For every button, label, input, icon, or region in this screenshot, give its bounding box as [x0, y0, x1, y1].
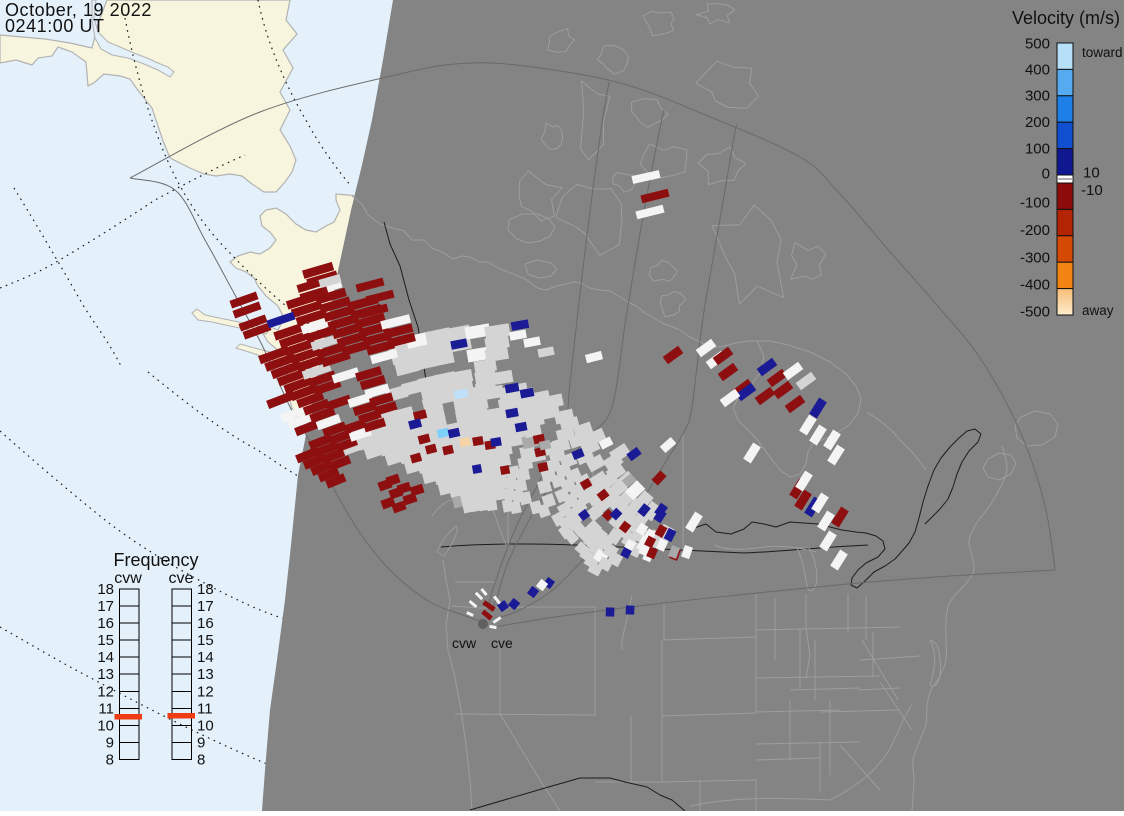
svg-text:toward: toward — [1082, 45, 1123, 60]
svg-text:18: 18 — [197, 581, 214, 598]
svg-text:10: 10 — [97, 717, 114, 734]
svg-text:500: 500 — [1025, 36, 1050, 53]
svg-text:17: 17 — [97, 598, 114, 615]
svg-text:away: away — [1082, 303, 1114, 318]
svg-text:100: 100 — [1025, 141, 1050, 158]
svg-text:10: 10 — [1083, 165, 1100, 182]
svg-text:18: 18 — [97, 581, 114, 598]
svg-text:cve: cve — [491, 635, 513, 651]
svg-text:15: 15 — [197, 632, 214, 649]
svg-text:11: 11 — [98, 700, 114, 717]
svg-text:-300: -300 — [1020, 250, 1050, 267]
svg-text:12: 12 — [97, 683, 114, 700]
svg-text:11: 11 — [197, 700, 213, 717]
svg-text:16: 16 — [197, 615, 214, 632]
svg-text:9: 9 — [106, 735, 114, 752]
svg-text:17: 17 — [197, 598, 214, 615]
svg-text:cvw: cvw — [452, 635, 477, 651]
svg-text:200: 200 — [1025, 114, 1050, 131]
svg-text:300: 300 — [1025, 88, 1050, 105]
svg-text:10: 10 — [197, 717, 214, 734]
svg-text:cve: cve — [169, 570, 194, 587]
svg-text:-10: -10 — [1081, 182, 1103, 199]
svg-text:14: 14 — [97, 649, 114, 666]
svg-text:8: 8 — [197, 752, 205, 769]
svg-text:0: 0 — [1042, 166, 1050, 183]
svg-text:Frequency: Frequency — [113, 550, 198, 570]
svg-text:13: 13 — [97, 666, 114, 683]
svg-text:cvw: cvw — [114, 570, 142, 587]
svg-text:16: 16 — [97, 615, 114, 632]
svg-text:Velocity (m/s): Velocity (m/s) — [1012, 8, 1120, 28]
svg-text:400: 400 — [1025, 62, 1050, 79]
svg-text:-100: -100 — [1020, 195, 1050, 212]
svg-text:October, 19 2022: October, 19 2022 — [5, 0, 152, 20]
svg-text:8: 8 — [106, 752, 114, 769]
svg-text:-500: -500 — [1020, 304, 1050, 321]
svg-text:-400: -400 — [1020, 277, 1050, 294]
svg-text:13: 13 — [197, 666, 214, 683]
svg-text:-200: -200 — [1020, 222, 1050, 239]
svg-text:15: 15 — [97, 632, 114, 649]
svg-text:12: 12 — [197, 683, 214, 700]
svg-text:9: 9 — [197, 735, 205, 752]
svg-text:14: 14 — [197, 649, 214, 666]
svg-text:0241:00 UT: 0241:00 UT — [5, 16, 105, 36]
